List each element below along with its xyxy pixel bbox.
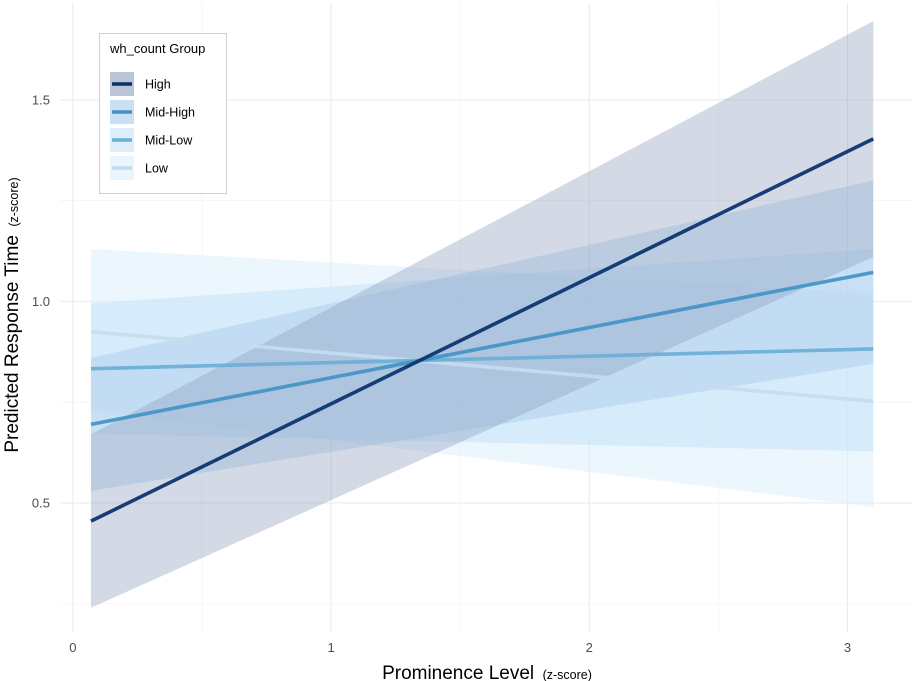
y-axis-ticks: 0.5 1.0 1.5 [32,92,50,510]
legend-title: wh_count Group [109,41,205,56]
series-line-low [90,329,874,404]
legend-label: Mid-Low [145,134,193,148]
legend-item-high: High [110,72,171,96]
y-axis-title: Predicted Response Time (z-score) [2,177,23,452]
ci-band-mid-high [90,180,874,491]
x-tick-label: 2 [586,640,593,655]
series-line-mid-low [90,347,874,371]
y-axis-unit: (z-score) [7,177,21,226]
confidence-bands [90,21,874,608]
x-axis-label: Prominence Level [382,663,534,681]
legend-item-mid-high: Mid-High [110,100,195,124]
legend-label: High [145,78,171,92]
legend-item-mid-low: Mid-Low [110,128,193,152]
legend-label: Mid-High [145,106,195,120]
svg-text:Predicted Response Time: Predicted Response Time (z-score) [2,177,23,452]
legend-items: High Mid-High Mid-Low Low [110,72,195,180]
legend-item-low: Low [110,156,169,180]
x-axis-ticks: 0 1 2 3 [69,640,851,655]
y-tick-label: 0.5 [32,495,50,510]
series-lines [90,137,875,523]
series-line-high [90,137,875,523]
x-axis-unit: (z-score) [543,668,592,681]
legend: wh_count Group High Mid-High Mid-Low Low [99,33,227,194]
ci-band-high [90,21,874,608]
y-axis-label: Predicted Response Time [2,235,23,453]
y-tick-label: 1.5 [32,92,50,107]
svg-text:Prominence Level (z-scor: Prominence Level (z-score) [382,663,592,681]
series-line-mid-high [90,270,874,427]
x-axis-title: Prominence Level (z-score) [382,663,592,681]
legend-label: Low [145,162,169,176]
x-tick-label: 1 [327,640,334,655]
x-tick-label: 0 [69,640,76,655]
y-tick-label: 1.0 [32,294,50,309]
x-tick-label: 3 [844,640,851,655]
